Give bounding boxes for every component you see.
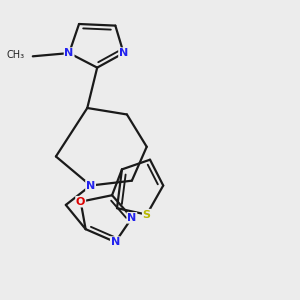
Text: N: N: [64, 48, 74, 58]
Text: S: S: [143, 210, 151, 220]
Text: N: N: [111, 237, 120, 247]
Text: N: N: [119, 48, 128, 58]
Text: N: N: [127, 213, 136, 223]
Text: O: O: [76, 197, 86, 207]
Text: CH₃: CH₃: [6, 50, 25, 60]
Text: N: N: [86, 181, 95, 190]
